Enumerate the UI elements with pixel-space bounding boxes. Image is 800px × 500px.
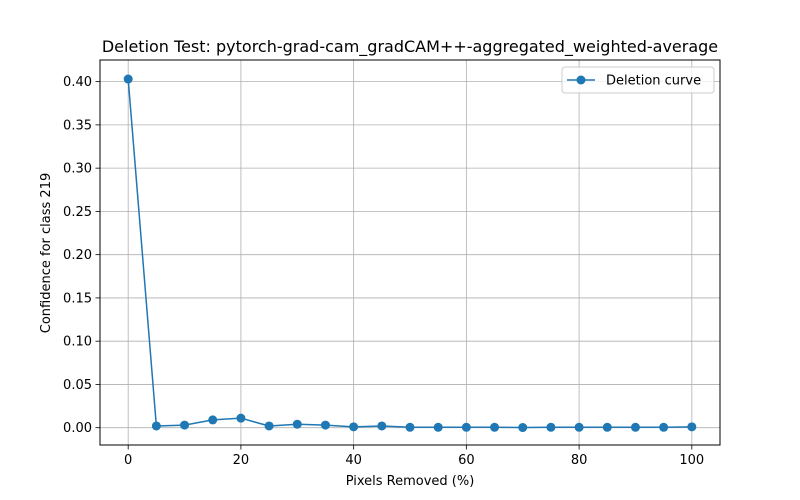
data-point <box>687 422 697 432</box>
data-point <box>433 422 443 432</box>
legend: Deletion curve <box>561 66 715 94</box>
y-axis-label: Confidence for class 219 <box>39 173 54 333</box>
data-point <box>602 422 612 432</box>
legend-marker-sample <box>576 75 586 85</box>
data-point <box>180 420 190 430</box>
legend-box <box>561 66 715 94</box>
y-tick-label: 0.20 <box>63 248 92 263</box>
data-point <box>208 415 218 425</box>
y-tick-label: 0.05 <box>63 378 92 393</box>
x-tick-label: 100 <box>679 453 704 468</box>
data-point <box>461 422 471 432</box>
data-point <box>151 421 161 431</box>
x-axis-label: Pixels Removed (%) <box>346 474 475 489</box>
data-point <box>264 421 274 431</box>
data-point <box>405 422 415 432</box>
legend-label: Deletion curve <box>606 74 701 89</box>
x-tick-label: 40 <box>345 453 362 468</box>
data-point <box>574 422 584 432</box>
data-point <box>490 422 500 432</box>
x-axis-ticks: 0 20 40 60 80 100 <box>124 445 704 468</box>
y-tick-label: 0.40 <box>63 75 92 90</box>
data-point <box>377 421 387 431</box>
x-tick-label: 0 <box>124 453 132 468</box>
data-point <box>320 420 330 430</box>
y-tick-label: 0.35 <box>63 118 92 133</box>
y-tick-label: 0.10 <box>63 335 92 350</box>
x-tick-label: 20 <box>233 453 250 468</box>
data-point <box>630 422 640 432</box>
y-tick-label: 0.15 <box>63 291 92 306</box>
data-point <box>659 422 669 432</box>
data-point <box>123 74 133 84</box>
y-tick-label: 0.25 <box>63 205 92 220</box>
grid-lines <box>100 60 720 445</box>
data-point <box>236 413 246 423</box>
data-point <box>546 422 556 432</box>
y-axis-ticks: 0.00 0.05 0.10 0.15 0.20 0.25 0.30 0.35 0.40 <box>63 75 100 436</box>
plot-area-frame <box>99 59 721 446</box>
series-layer <box>123 74 697 433</box>
y-tick-label: 0.30 <box>63 162 92 177</box>
data-point <box>292 419 302 429</box>
x-tick-label: 60 <box>458 453 475 468</box>
data-point <box>518 423 528 433</box>
data-point <box>349 422 359 432</box>
x-tick-label: 80 <box>571 453 588 468</box>
chart-title: Deletion Test: pytorch-grad-cam_gradCAM+… <box>102 37 718 57</box>
y-tick-label: 0.00 <box>63 421 92 436</box>
